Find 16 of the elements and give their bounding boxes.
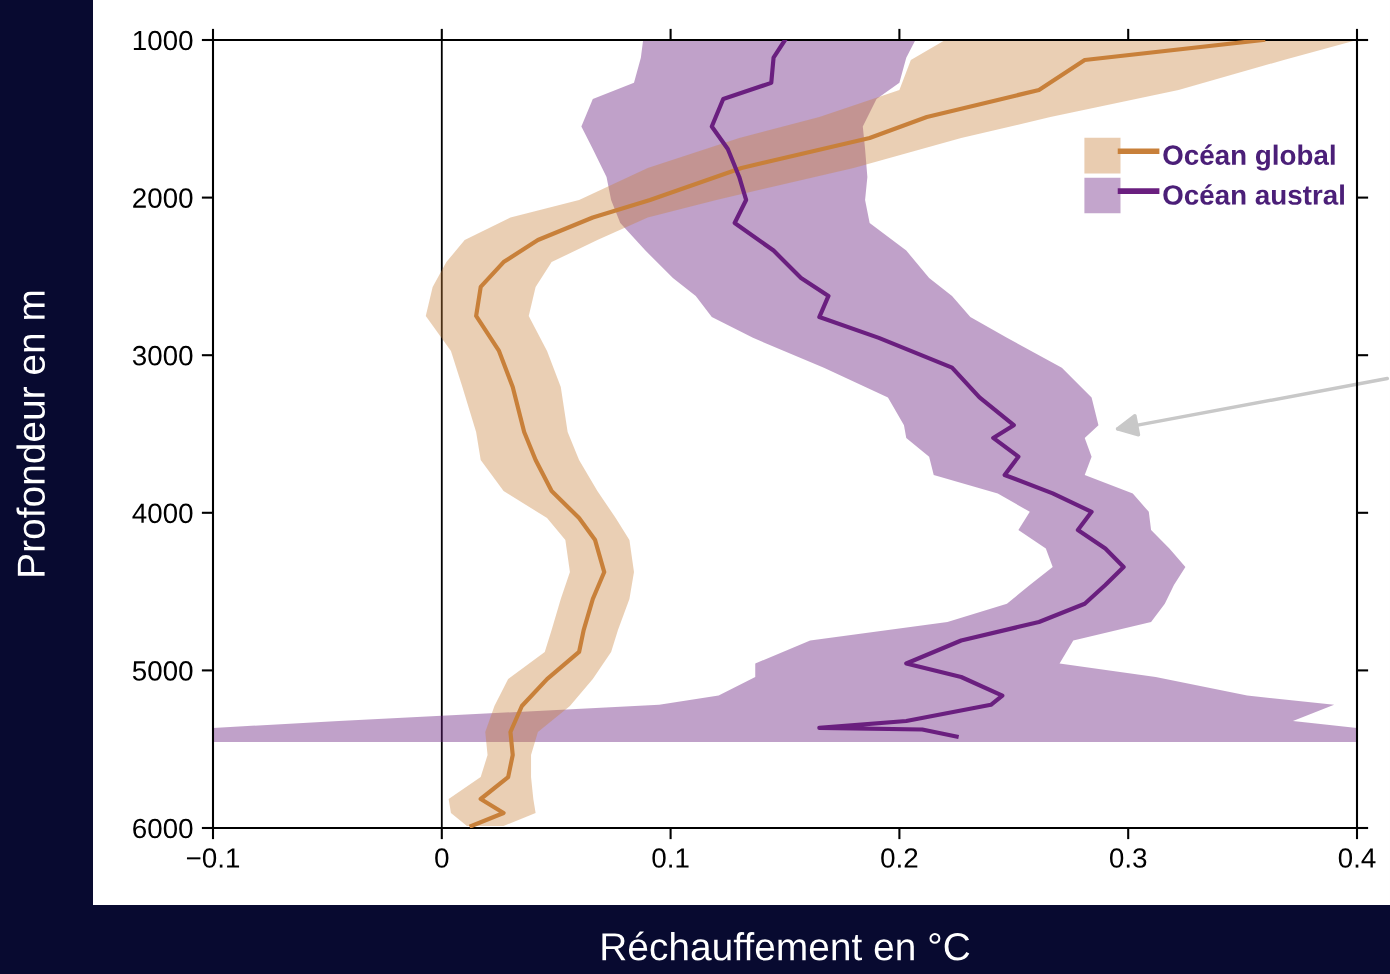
y-axis-title: Profondeur en m [16,291,45,576]
y-tick-label: 6000 [133,818,193,839]
y-tick-label: 5000 [132,661,193,681]
y-tick-label: 1000 [133,30,193,51]
y-tick-label: 4000 [132,503,193,524]
x-tick-label: 0.4 [1338,848,1376,868]
y-tick-label: 3000 [132,345,193,366]
legend-label: Océan global [1163,144,1335,171]
x-tick-label: 0 [435,848,449,868]
x-axis-title: Réchauffement en °C [602,931,970,961]
x-tick-label: 0.1 [652,848,689,868]
x-tick-label: 0.3 [1109,848,1147,868]
x-tick-label: −0.1 [186,848,240,868]
x-tick-label: 0.2 [881,848,918,868]
y-tick-label: 2000 [133,188,193,208]
legend-label: Océan austral [1163,184,1344,205]
